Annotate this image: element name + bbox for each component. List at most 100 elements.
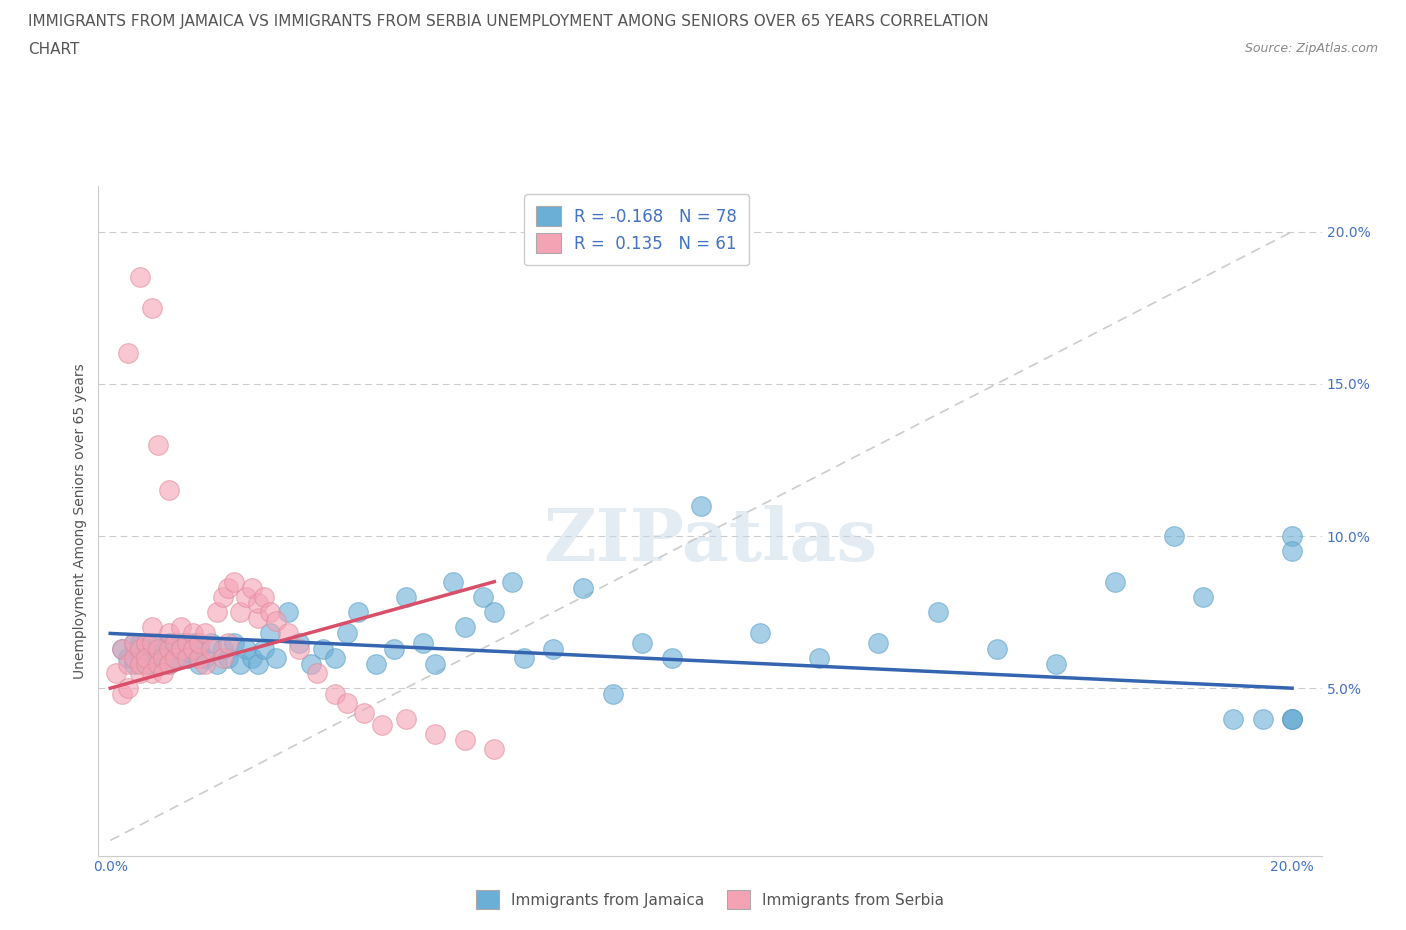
Point xyxy=(170,641,193,656)
Point xyxy=(157,641,180,656)
Point xyxy=(312,641,335,656)
Point xyxy=(808,650,831,665)
Point xyxy=(484,604,506,619)
Point xyxy=(1251,711,1274,726)
Point xyxy=(165,650,187,665)
Point xyxy=(240,580,263,595)
Point xyxy=(661,650,683,665)
Text: IMMIGRANTS FROM JAMAICA VS IMMIGRANTS FROM SERBIA UNEMPLOYMENT AMONG SENIORS OVE: IMMIGRANTS FROM JAMAICA VS IMMIGRANTS FR… xyxy=(28,14,988,29)
Point xyxy=(128,657,150,671)
Point xyxy=(986,641,1008,656)
Point xyxy=(128,641,150,656)
Point xyxy=(276,626,298,641)
Point xyxy=(111,641,134,656)
Text: ZIPatlas: ZIPatlas xyxy=(543,505,877,577)
Point xyxy=(323,687,346,702)
Point xyxy=(141,300,163,315)
Point xyxy=(146,635,169,650)
Point xyxy=(194,657,217,671)
Legend: Immigrants from Jamaica, Immigrants from Serbia: Immigrants from Jamaica, Immigrants from… xyxy=(470,884,950,915)
Point xyxy=(425,726,447,741)
Point xyxy=(111,687,134,702)
Point xyxy=(176,644,198,659)
Point xyxy=(1281,711,1303,726)
Point xyxy=(187,650,209,665)
Point xyxy=(205,657,228,671)
Point xyxy=(395,711,418,726)
Point xyxy=(152,641,174,656)
Point xyxy=(602,687,624,702)
Point xyxy=(128,635,150,650)
Point xyxy=(157,483,180,498)
Point xyxy=(299,657,322,671)
Point xyxy=(246,657,269,671)
Point xyxy=(170,635,193,650)
Point xyxy=(501,574,523,589)
Point xyxy=(235,590,257,604)
Point xyxy=(146,657,169,671)
Point xyxy=(170,650,193,665)
Point xyxy=(157,635,180,650)
Point xyxy=(141,620,163,635)
Point xyxy=(111,641,134,656)
Point xyxy=(187,635,209,650)
Point xyxy=(347,604,370,619)
Point xyxy=(323,650,346,665)
Point xyxy=(513,650,536,665)
Point xyxy=(224,635,246,650)
Point xyxy=(1281,711,1303,726)
Point xyxy=(187,657,209,671)
Point xyxy=(122,635,145,650)
Text: Source: ZipAtlas.com: Source: ZipAtlas.com xyxy=(1244,42,1378,55)
Point xyxy=(176,650,198,665)
Point xyxy=(1281,711,1303,726)
Point xyxy=(135,657,157,671)
Point xyxy=(157,626,180,641)
Point xyxy=(211,650,233,665)
Point xyxy=(395,590,418,604)
Point xyxy=(211,590,233,604)
Point xyxy=(205,604,228,619)
Point xyxy=(366,657,388,671)
Point xyxy=(117,681,139,696)
Point xyxy=(122,650,145,665)
Point xyxy=(259,604,281,619)
Point xyxy=(194,650,217,665)
Point xyxy=(264,650,287,665)
Point xyxy=(194,626,217,641)
Point xyxy=(105,666,128,681)
Point xyxy=(135,657,157,671)
Point xyxy=(217,580,239,595)
Point xyxy=(353,705,375,720)
Point xyxy=(181,626,204,641)
Point xyxy=(927,604,949,619)
Point xyxy=(141,635,163,650)
Point xyxy=(122,635,145,650)
Point xyxy=(749,626,772,641)
Point xyxy=(288,641,311,656)
Point xyxy=(117,346,139,361)
Point xyxy=(165,641,187,656)
Point xyxy=(246,595,269,610)
Point xyxy=(336,696,359,711)
Point xyxy=(454,620,477,635)
Point xyxy=(307,666,329,681)
Point xyxy=(371,717,394,732)
Point xyxy=(690,498,713,513)
Point xyxy=(157,657,180,671)
Point xyxy=(543,641,565,656)
Point xyxy=(135,641,157,656)
Point xyxy=(165,650,187,665)
Point xyxy=(1163,528,1185,543)
Point xyxy=(259,626,281,641)
Point xyxy=(187,641,209,656)
Point xyxy=(200,641,222,656)
Point xyxy=(211,641,233,656)
Point xyxy=(264,614,287,629)
Point xyxy=(146,650,169,665)
Y-axis label: Unemployment Among Seniors over 65 years: Unemployment Among Seniors over 65 years xyxy=(73,363,87,679)
Point xyxy=(141,644,163,659)
Point xyxy=(141,657,163,671)
Point xyxy=(235,641,257,656)
Point xyxy=(336,626,359,641)
